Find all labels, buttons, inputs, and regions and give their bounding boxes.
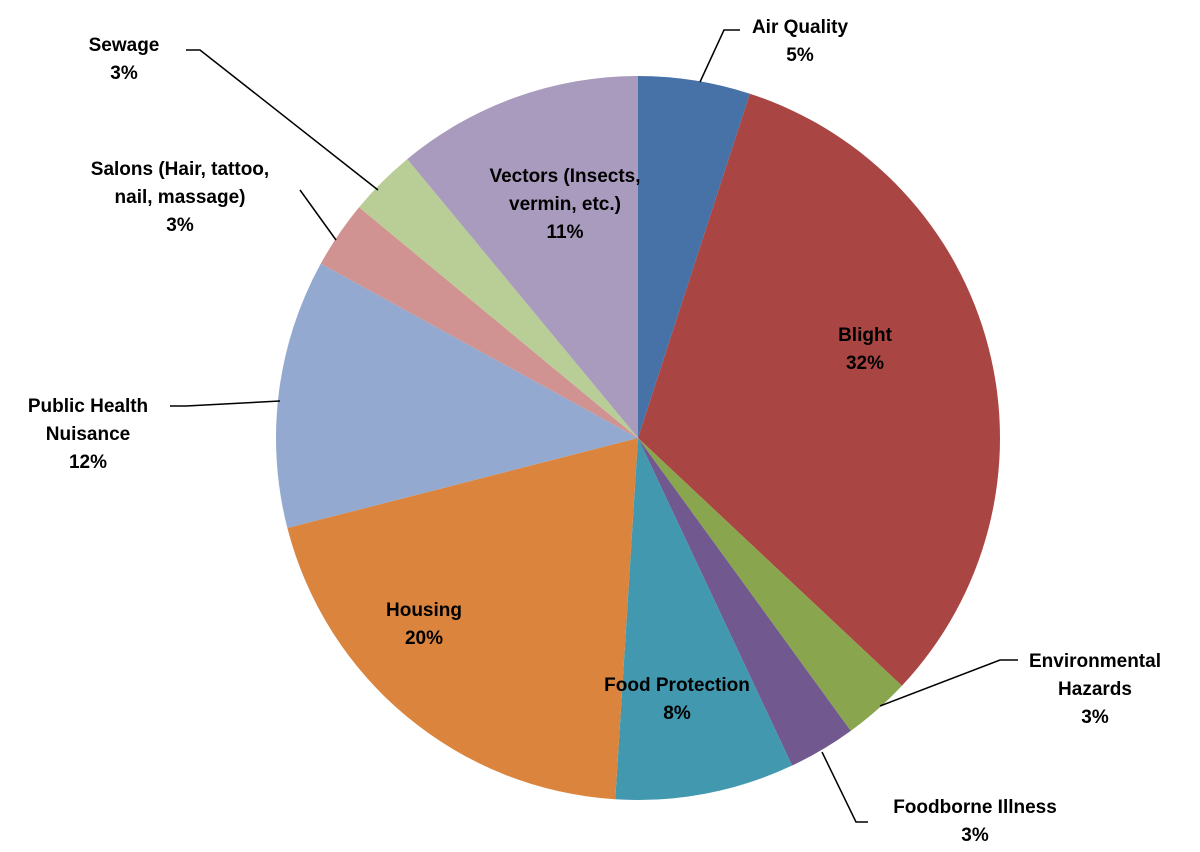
slice-label: Foodborne Illness 3%	[860, 794, 1090, 850]
leader-line	[821, 751, 868, 823]
leader-line	[879, 659, 1018, 707]
leader-line	[170, 400, 281, 407]
leader-line	[299, 189, 337, 241]
pie-slice	[287, 438, 638, 800]
slice-label: Housing 20%	[364, 597, 484, 653]
slice-label: Environmental Hazards 3%	[1015, 648, 1175, 732]
category-label: Sewage	[88, 35, 160, 56]
leader-line	[186, 49, 379, 191]
value-label: 3%	[166, 215, 194, 236]
category-label: Public Health Nuisance	[27, 396, 149, 445]
slice-label: Public Health Nuisance 12%	[3, 393, 173, 477]
category-label: Foodborne Illness	[893, 797, 1057, 818]
pie-slice	[275, 263, 638, 529]
slice-label: Vectors (Insects, vermin, etc.) 11%	[485, 163, 645, 247]
category-label: Housing	[386, 600, 462, 621]
value-label: 8%	[663, 703, 691, 724]
pie-slice	[615, 438, 793, 800]
category-label: Blight	[838, 325, 892, 346]
category-label: Air Quality	[751, 17, 849, 38]
pie-slice	[638, 93, 1001, 686]
category-label: Vectors (Insects, vermin, etc.)	[489, 166, 641, 215]
value-label: 12%	[68, 452, 108, 473]
value-label: 11%	[546, 222, 584, 243]
value-label: 3%	[961, 825, 989, 846]
slice-label: Salons (Hair, tattoo, nail, massage) 3%	[70, 156, 290, 240]
category-label: Salons (Hair, tattoo, nail, massage)	[90, 159, 270, 208]
pie-slice	[638, 438, 902, 731]
category-label: Environmental Hazards	[1029, 651, 1161, 700]
pie-slice	[638, 76, 750, 438]
pie-slice	[320, 207, 638, 438]
pie-slice	[407, 76, 638, 438]
value-label: 32%	[845, 353, 885, 374]
value-label: 20%	[404, 628, 444, 649]
leader-line	[699, 29, 740, 83]
slice-label: Sewage 3%	[74, 32, 174, 88]
slice-label: Blight 32%	[805, 322, 925, 378]
value-label: 3%	[110, 63, 138, 84]
pie-slice	[359, 159, 638, 438]
slice-label: Air Quality 5%	[720, 14, 880, 70]
pie-slice	[638, 438, 851, 766]
category-label: Food Protection	[604, 675, 750, 696]
slice-label: Food Protection 8%	[602, 672, 752, 728]
value-label: 3%	[1081, 707, 1109, 728]
value-label: 5%	[786, 45, 814, 66]
